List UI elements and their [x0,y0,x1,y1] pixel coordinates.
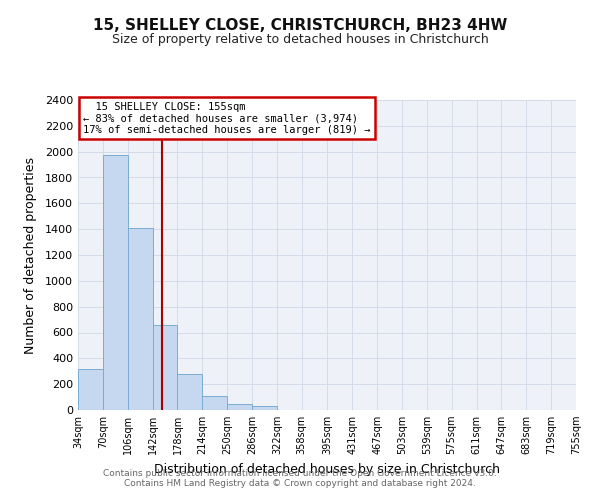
Bar [152,326,178,410]
Y-axis label: Number of detached properties: Number of detached properties [23,156,37,354]
Text: Size of property relative to detached houses in Christchurch: Size of property relative to detached ho… [112,32,488,46]
Bar [227,404,252,410]
Text: 15, SHELLEY CLOSE, CHRISTCHURCH, BH23 4HW: 15, SHELLEY CLOSE, CHRISTCHURCH, BH23 4H… [93,18,507,32]
Bar [202,396,227,410]
Bar [128,228,152,410]
Text: Contains public sector information licensed under the Open Government Licence v3: Contains public sector information licen… [103,468,497,477]
X-axis label: Distribution of detached houses by size in Christchurch: Distribution of detached houses by size … [154,462,500,475]
Bar [103,155,128,410]
Bar [78,368,103,410]
Bar [252,406,277,410]
Text: 15 SHELLEY CLOSE: 155sqm
← 83% of detached houses are smaller (3,974)
17% of sem: 15 SHELLEY CLOSE: 155sqm ← 83% of detach… [83,102,370,134]
Bar [178,374,202,410]
Text: Contains HM Land Registry data © Crown copyright and database right 2024.: Contains HM Land Registry data © Crown c… [124,478,476,488]
